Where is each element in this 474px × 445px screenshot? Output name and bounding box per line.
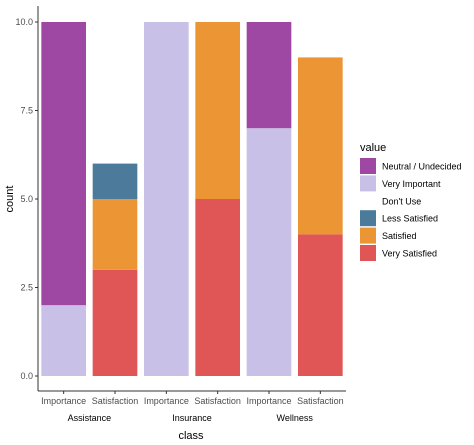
x-tick-label: Importance xyxy=(246,396,291,406)
legend-label-very-important: Very Important xyxy=(382,179,441,189)
bar-assistance-satisfaction-satisfied xyxy=(92,199,138,270)
x-axis-ticks: Importance Satisfaction Importance Satisfac… xyxy=(41,391,344,406)
bar-wellness-importance-neutral-undecided xyxy=(246,22,292,129)
x-axis-title: class xyxy=(178,430,204,442)
legend-title: value xyxy=(360,142,386,154)
bar-wellness-satisfaction-satisfied xyxy=(298,57,343,235)
x-tick-label: Satisfaction xyxy=(297,396,344,406)
y-tick-label: 7.5 xyxy=(20,106,33,116)
legend-swatch-satisfied xyxy=(360,227,376,244)
legend-label-don-t-use: Don't Use xyxy=(382,196,421,206)
x-tick-label: Satisfaction xyxy=(194,396,241,406)
legend-label-very-satisfied: Very Satisfied xyxy=(382,249,437,259)
legend-label-satisfied: Satisfied xyxy=(382,231,417,241)
y-tick-label: 2.5 xyxy=(20,283,33,293)
bar-insurance-satisfaction-satisfied xyxy=(195,22,240,199)
bar-wellness-satisfaction-very-satisfied xyxy=(298,234,343,376)
legend-swatch-neutral-undecided xyxy=(360,158,376,174)
bar-wellness-importance-very-important xyxy=(246,128,292,376)
y-axis-title: count xyxy=(4,186,16,213)
y-tick-label: 0.0 xyxy=(20,371,33,381)
bar-assistance-importance-very-important xyxy=(41,305,86,376)
legend-items: Neutral / Undecided Very Important Don't U… xyxy=(360,158,462,261)
x-tick-label: Satisfaction xyxy=(92,396,139,406)
x-tick-label: Importance xyxy=(144,396,189,406)
legend-swatch-less-satisfied xyxy=(360,210,376,227)
y-tick-label: 5.0 xyxy=(20,194,33,204)
bar-assistance-importance-neutral-undecided xyxy=(41,22,86,306)
y-axis-ticks: 0.0 2.5 5.0 7.5 10.0 xyxy=(15,17,38,381)
x-group-label: Assistance xyxy=(68,413,112,423)
x-group-labels: Assistance Insurance Wellness xyxy=(68,413,314,423)
bar-insurance-satisfaction-very-satisfied xyxy=(195,199,240,376)
legend-swatch-don-t-use xyxy=(360,192,376,209)
legend: value Neutral / Undecided Very Important D… xyxy=(360,142,462,261)
bars-layer xyxy=(41,22,343,376)
x-tick-label: Importance xyxy=(41,396,86,406)
x-group-label: Wellness xyxy=(276,413,313,423)
y-tick-label: 10.0 xyxy=(15,17,33,27)
bar-insurance-importance-very-important xyxy=(144,22,189,376)
legend-label-neutral-undecided: Neutral / Undecided xyxy=(382,162,462,172)
legend-swatch-very-important xyxy=(360,175,376,192)
x-group-label: Insurance xyxy=(172,413,212,423)
legend-label-less-satisfied: Less Satisfied xyxy=(382,214,438,224)
legend-swatch-very-satisfied xyxy=(360,245,376,261)
bar-assistance-satisfaction-very-satisfied xyxy=(92,269,138,376)
bar-assistance-satisfaction-less-satisfied xyxy=(92,163,138,199)
